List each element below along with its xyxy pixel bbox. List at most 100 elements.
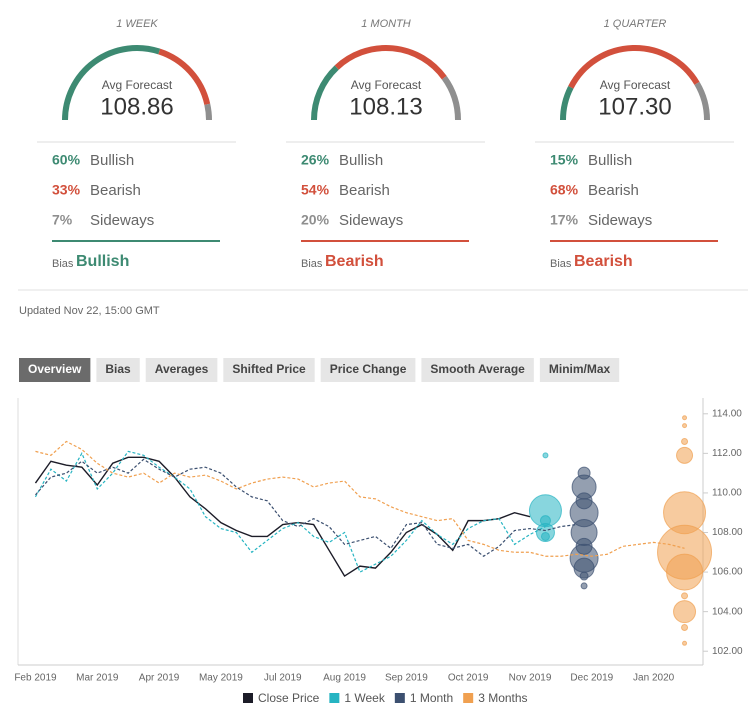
sentiment-percent: 26% [301, 152, 330, 168]
x-tick-label: Jan 2020 [633, 673, 675, 684]
gauge-segment [311, 65, 339, 121]
sentiment-percent: 17% [550, 212, 579, 228]
forecast-bubble [681, 437, 689, 445]
gauge-segment [568, 45, 700, 89]
tab[interactable]: Bias [96, 358, 140, 382]
tab-label: Price Change [330, 362, 407, 376]
forecast-bubble [673, 600, 697, 624]
x-tick-label: Aug 2019 [323, 673, 366, 684]
forecast-bubble [682, 640, 688, 646]
x-tick-label: Dec 2019 [570, 673, 613, 684]
sentiment-name: Bullish [339, 152, 383, 169]
gauge-segment [158, 48, 211, 106]
forecast-bubble [540, 531, 550, 541]
y-tick-label: 110.00 [712, 488, 742, 499]
tab[interactable]: Smooth Average [421, 358, 534, 382]
tab[interactable]: Overview [19, 358, 91, 382]
tab[interactable]: Minim/Max [539, 358, 620, 382]
legend-swatch [463, 693, 474, 703]
avg-label: Avg Forecast [351, 78, 422, 92]
y-tick-label: 106.00 [712, 567, 743, 578]
series-line [34, 450, 546, 573]
tab-label: Averages [155, 362, 209, 376]
sentiment-name: Bearish [588, 182, 639, 199]
x-tick-label: Oct 2019 [448, 673, 489, 684]
legend-label: 3 Months [478, 691, 527, 705]
x-tick-label: May 2019 [199, 673, 243, 684]
forecast-bubble [682, 415, 688, 421]
forecast-bubble [579, 571, 589, 581]
tab-background [145, 358, 218, 382]
bias-value: Bearish [574, 253, 633, 270]
y-tick-label: 114.00 [712, 408, 742, 419]
tab-background [223, 358, 315, 382]
tab-label: Minim/Max [549, 362, 611, 376]
forecast-bubble [542, 452, 549, 459]
tab-background [320, 358, 416, 382]
legend-label: Close Price [258, 691, 320, 705]
forecast-bubble [681, 592, 689, 600]
bias-value: Bullish [76, 253, 129, 270]
tab-label: Overview [28, 362, 82, 376]
sentiment-name: Bullish [90, 152, 134, 169]
gauge-segment [334, 45, 447, 80]
forecast-bubble [682, 423, 688, 429]
sentiment-percent: 33% [52, 182, 81, 198]
tab-label: Shifted Price [232, 362, 306, 376]
x-tick-label: Mar 2019 [76, 673, 119, 684]
x-tick-label: Apr 2019 [139, 673, 180, 684]
gauge-segment [694, 81, 710, 121]
gauge-segment [62, 45, 161, 121]
gauge-segment [560, 85, 574, 121]
tab[interactable]: Averages [145, 358, 218, 382]
forecast-bubble [676, 446, 694, 464]
legend-label: 1 Week [344, 691, 385, 705]
tab-background [19, 358, 91, 382]
series-line [34, 456, 531, 578]
sentiment-name: Bearish [90, 182, 141, 199]
series-line [35, 440, 685, 557]
sentiment-name: Sideways [90, 212, 154, 229]
tab-background [421, 358, 534, 382]
sentiment-percent: 15% [550, 152, 579, 168]
tab-background [539, 358, 620, 382]
period-title: 1 QUARTER [604, 18, 667, 30]
legend-swatch [329, 693, 340, 703]
bias-label: Bias [550, 258, 572, 270]
avg-label: Avg Forecast [600, 78, 671, 92]
sentiment-name: Bearish [339, 182, 390, 199]
legend-label: 1 Month [410, 691, 453, 705]
tab-label: Bias [105, 362, 131, 376]
forecast-bubble [666, 553, 704, 591]
bias-label: Bias [52, 258, 74, 270]
bias-label: Bias [301, 258, 323, 270]
series-line [35, 458, 577, 557]
legend-swatch [243, 693, 253, 703]
x-tick-label: Jul 2019 [264, 673, 302, 684]
tab[interactable]: Shifted Price [223, 358, 315, 382]
y-tick-label: 108.00 [712, 527, 743, 538]
avg-label: Avg Forecast [102, 78, 173, 92]
sentiment-percent: 54% [301, 182, 330, 198]
tab-label: Smooth Average [430, 362, 525, 376]
gauge-segment [441, 75, 461, 121]
sentiment-percent: 60% [52, 152, 81, 168]
x-tick-label: Sep 2019 [385, 673, 428, 684]
y-tick-label: 112.00 [712, 448, 742, 459]
gauge-segment [204, 103, 212, 121]
x-tick-label: Feb 2019 [14, 673, 57, 684]
updated-text: Updated Nov 22, 15:00 GMT [19, 305, 160, 317]
bias-value: Bearish [325, 253, 384, 270]
avg-value: 107.30 [598, 93, 671, 120]
y-tick-label: 102.00 [712, 646, 743, 657]
sentiment-name: Sideways [339, 212, 403, 229]
y-tick-label: 104.00 [712, 606, 743, 617]
period-title: 1 MONTH [361, 18, 411, 30]
tab[interactable]: Price Change [320, 358, 416, 382]
period-title: 1 WEEK [116, 18, 158, 30]
sentiment-name: Sideways [588, 212, 652, 229]
avg-value: 108.13 [349, 93, 422, 120]
sentiment-percent: 68% [550, 182, 579, 198]
